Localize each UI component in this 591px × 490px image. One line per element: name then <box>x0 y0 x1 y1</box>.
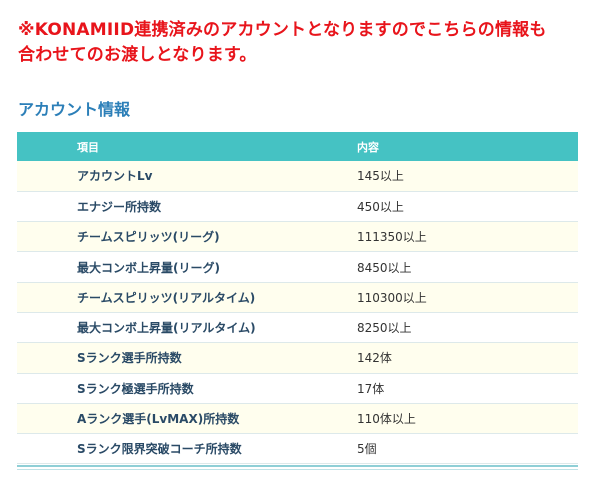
row-value: 8250以上 <box>357 312 578 344</box>
table-row: Aランク選手(LvMAX)所持数 110体以上 <box>17 403 578 435</box>
row-spacer <box>17 403 77 435</box>
row-label: エナジー所持数 <box>77 191 357 223</box>
row-spacer <box>17 191 77 223</box>
table-row: チームスピリッツ(リアルタイム) 110300以上 <box>17 282 578 313</box>
section-title: アカウント情報 <box>18 100 131 119</box>
table-row: Sランク極選手所持数 17体 <box>17 373 578 404</box>
row-value: 111350以上 <box>357 221 578 253</box>
table-row: チームスピリッツ(リーグ) 111350以上 <box>17 221 578 253</box>
table-row: エナジー所持数 450以上 <box>17 191 578 223</box>
row-label: Aランク選手(LvMAX)所持数 <box>77 403 357 435</box>
row-label: 最大コンボ上昇量(リーグ) <box>77 251 357 283</box>
row-value: 145以上 <box>357 161 578 192</box>
header-content: 内容 <box>357 140 379 154</box>
header-spacer <box>17 132 77 161</box>
table-header-row: 項目 内容 <box>17 132 578 161</box>
account-info-table-container: 項目 内容 アカウントLv 145以上 エナジー所持数 450以上 チームスピリッツ(リ… <box>17 132 578 465</box>
notice-line-1: ※KONAMIID連携済みのアカウントとなりますのでこちらの情報も <box>18 20 547 40</box>
row-label: チームスピリッツ(リーグ) <box>77 221 357 253</box>
row-value: 142体 <box>357 342 578 374</box>
row-label: Sランク限界突破コーチ所持数 <box>77 433 357 465</box>
row-value: 8450以上 <box>357 251 578 283</box>
row-spacer <box>17 251 77 283</box>
table-row: 最大コンボ上昇量(リアルタイム) 8250以上 <box>17 312 578 344</box>
row-spacer <box>17 312 77 344</box>
account-info-table: 項目 内容 アカウントLv 145以上 エナジー所持数 450以上 チームスピリッツ(リ… <box>17 132 578 465</box>
table-bottom-border-inner <box>17 469 578 470</box>
row-spacer <box>17 433 77 465</box>
table-row: Sランク限界突破コーチ所持数 5個 <box>17 433 578 465</box>
row-value: 110300以上 <box>357 282 578 313</box>
row-spacer <box>17 161 77 192</box>
table-row: アカウントLv 145以上 <box>17 161 578 192</box>
header-item: 項目 <box>77 140 99 154</box>
row-label: チームスピリッツ(リアルタイム) <box>77 282 357 313</box>
row-spacer <box>17 373 77 404</box>
table-row: Sランク選手所持数 142体 <box>17 342 578 374</box>
row-value: 110体以上 <box>357 403 578 435</box>
row-spacer <box>17 282 77 313</box>
account-notice: ※KONAMIID連携済みのアカウントとなりますのでこちらの情報も 合わせてのお… <box>18 18 584 68</box>
row-spacer <box>17 342 77 374</box>
row-label: Sランク極選手所持数 <box>77 373 357 404</box>
row-value: 5個 <box>357 433 578 465</box>
row-value: 450以上 <box>357 191 578 223</box>
row-label: 最大コンボ上昇量(リアルタイム) <box>77 312 357 344</box>
table-bottom-border <box>17 465 578 467</box>
table-row: 最大コンボ上昇量(リーグ) 8450以上 <box>17 251 578 283</box>
row-value: 17体 <box>357 373 578 404</box>
notice-line-2: 合わせてのお渡しとなります。 <box>18 45 257 65</box>
row-label: Sランク選手所持数 <box>77 342 357 374</box>
row-spacer <box>17 221 77 253</box>
row-label: アカウントLv <box>77 161 357 192</box>
